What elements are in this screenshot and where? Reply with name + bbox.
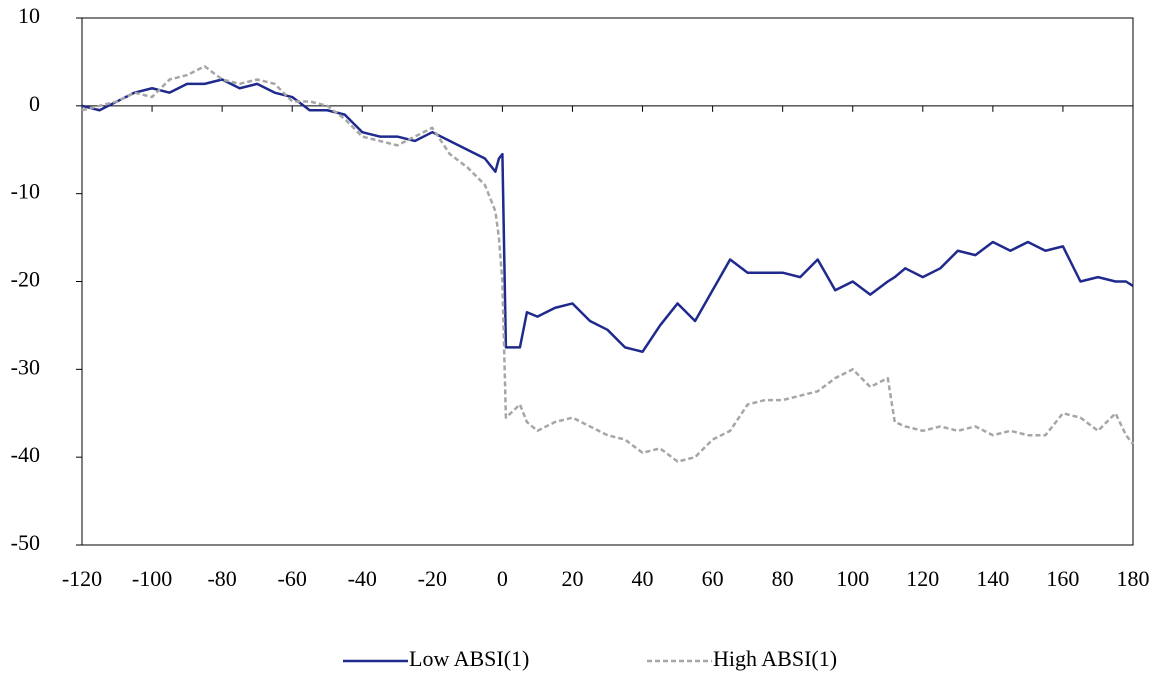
x-tick-label: 60 (702, 566, 724, 591)
x-tick-label: 160 (1046, 566, 1079, 591)
x-tick-label: 120 (906, 566, 939, 591)
y-tick-label: -10 (11, 179, 40, 204)
series-line (81, 65, 1134, 463)
y-tick-label: -50 (11, 530, 40, 555)
legend-label: High ABSI(1) (713, 646, 837, 671)
x-tick-label: -40 (348, 566, 377, 591)
x-tick-label: 20 (561, 566, 583, 591)
x-tick-label: -20 (418, 566, 447, 591)
series-line (81, 78, 1134, 354)
x-tick-label: 140 (976, 566, 1009, 591)
x-tick-label: 40 (632, 566, 654, 591)
x-tick-label: -100 (132, 566, 172, 591)
x-tick-label: 180 (1117, 566, 1150, 591)
x-tick-label: 100 (836, 566, 869, 591)
x-tick-label: -120 (62, 566, 102, 591)
y-tick-label: -30 (11, 354, 40, 379)
y-tick-label: 10 (18, 3, 40, 28)
x-tick-label: 0 (497, 566, 508, 591)
x-tick-label: -60 (278, 566, 307, 591)
y-tick-label: -40 (11, 442, 40, 467)
x-tick-label: -80 (207, 566, 236, 591)
x-tick-label: 80 (772, 566, 794, 591)
y-tick-label: 0 (29, 91, 40, 116)
y-tick-label: -20 (11, 267, 40, 292)
plot-frame (81, 17, 1134, 546)
legend-label: Low ABSI(1) (409, 646, 529, 671)
